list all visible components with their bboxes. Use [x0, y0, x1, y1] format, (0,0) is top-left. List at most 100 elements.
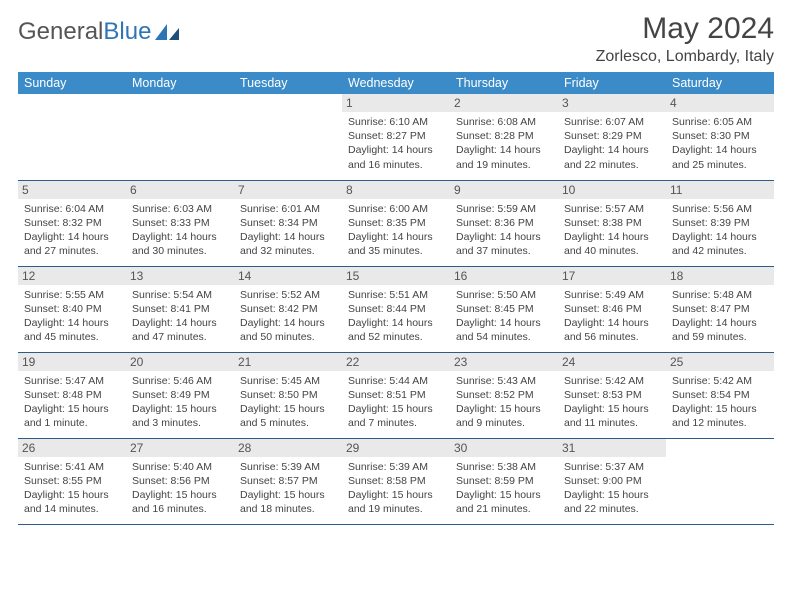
sunrise-text: Sunrise: 6:04 AM [24, 202, 120, 216]
sunset-text: Sunset: 8:50 PM [240, 388, 336, 402]
sunset-text: Sunset: 8:54 PM [672, 388, 768, 402]
daylight-text: Daylight: 14 hours and 27 minutes. [24, 230, 120, 258]
weekday-header: Saturday [666, 72, 774, 94]
sunset-text: Sunset: 8:55 PM [24, 474, 120, 488]
sunrise-text: Sunrise: 5:41 AM [24, 460, 120, 474]
day-info: Sunrise: 5:47 AMSunset: 8:48 PMDaylight:… [24, 374, 120, 431]
sunset-text: Sunset: 8:53 PM [564, 388, 660, 402]
sunrise-text: Sunrise: 5:47 AM [24, 374, 120, 388]
calendar-cell: 28Sunrise: 5:39 AMSunset: 8:57 PMDayligh… [234, 438, 342, 524]
sunset-text: Sunset: 8:33 PM [132, 216, 228, 230]
sunset-text: Sunset: 8:40 PM [24, 302, 120, 316]
sunset-text: Sunset: 8:34 PM [240, 216, 336, 230]
sunrise-text: Sunrise: 5:40 AM [132, 460, 228, 474]
day-info: Sunrise: 6:08 AMSunset: 8:28 PMDaylight:… [456, 115, 552, 172]
sunset-text: Sunset: 8:51 PM [348, 388, 444, 402]
day-info: Sunrise: 5:52 AMSunset: 8:42 PMDaylight:… [240, 288, 336, 345]
daylight-text: Daylight: 15 hours and 18 minutes. [240, 488, 336, 516]
daylight-text: Daylight: 14 hours and 42 minutes. [672, 230, 768, 258]
weekday-header: Wednesday [342, 72, 450, 94]
calendar-cell: 27Sunrise: 5:40 AMSunset: 8:56 PMDayligh… [126, 438, 234, 524]
calendar-cell: 10Sunrise: 5:57 AMSunset: 8:38 PMDayligh… [558, 180, 666, 266]
sunrise-text: Sunrise: 5:48 AM [672, 288, 768, 302]
day-number: 17 [558, 267, 666, 285]
sunset-text: Sunset: 9:00 PM [564, 474, 660, 488]
sunrise-text: Sunrise: 5:52 AM [240, 288, 336, 302]
daylight-text: Daylight: 14 hours and 52 minutes. [348, 316, 444, 344]
calendar-week-row: 26Sunrise: 5:41 AMSunset: 8:55 PMDayligh… [18, 438, 774, 524]
day-info: Sunrise: 5:42 AMSunset: 8:53 PMDaylight:… [564, 374, 660, 431]
calendar-cell [126, 94, 234, 180]
calendar-cell: 3 Sunrise: 6:07 AMSunset: 8:29 PMDaylight… [558, 94, 666, 180]
calendar-cell: 26Sunrise: 5:41 AMSunset: 8:55 PMDayligh… [18, 438, 126, 524]
daylight-text: Daylight: 14 hours and 30 minutes. [132, 230, 228, 258]
calendar-cell [666, 438, 774, 524]
day-info: Sunrise: 5:41 AMSunset: 8:55 PMDaylight:… [24, 460, 120, 517]
day-info: Sunrise: 5:44 AMSunset: 8:51 PMDaylight:… [348, 374, 444, 431]
logo: GeneralBlue [18, 18, 181, 46]
calendar-body: 1Sunrise: 6:10 AMSunset: 8:27 PMDaylight… [18, 94, 774, 524]
day-info: Sunrise: 6:10 AMSunset: 8:27 PMDaylight:… [348, 115, 444, 172]
day-info: Sunrise: 6:03 AMSunset: 8:33 PMDaylight:… [132, 202, 228, 259]
sunset-text: Sunset: 8:46 PM [564, 302, 660, 316]
daylight-text: Daylight: 14 hours and 45 minutes. [24, 316, 120, 344]
sunrise-text: Sunrise: 6:08 AM [456, 115, 552, 129]
sunrise-text: Sunrise: 5:39 AM [240, 460, 336, 474]
sunset-text: Sunset: 8:45 PM [456, 302, 552, 316]
calendar-cell: 12Sunrise: 5:55 AMSunset: 8:40 PMDayligh… [18, 266, 126, 352]
calendar-cell: 29Sunrise: 5:39 AMSunset: 8:58 PMDayligh… [342, 438, 450, 524]
weekday-header: Friday [558, 72, 666, 94]
daylight-text: Daylight: 14 hours and 50 minutes. [240, 316, 336, 344]
daylight-text: Daylight: 15 hours and 12 minutes. [672, 402, 768, 430]
day-info: Sunrise: 5:49 AMSunset: 8:46 PMDaylight:… [564, 288, 660, 345]
daylight-text: Daylight: 15 hours and 9 minutes. [456, 402, 552, 430]
calendar-cell: 2 Sunrise: 6:08 AMSunset: 8:28 PMDaylight… [450, 94, 558, 180]
sunset-text: Sunset: 8:42 PM [240, 302, 336, 316]
sunset-text: Sunset: 8:57 PM [240, 474, 336, 488]
sunrise-text: Sunrise: 5:45 AM [240, 374, 336, 388]
day-number: 27 [126, 439, 234, 457]
sunset-text: Sunset: 8:39 PM [672, 216, 768, 230]
day-info: Sunrise: 5:39 AMSunset: 8:57 PMDaylight:… [240, 460, 336, 517]
sunset-text: Sunset: 8:35 PM [348, 216, 444, 230]
sunrise-text: Sunrise: 6:03 AM [132, 202, 228, 216]
day-number: 4 [666, 94, 774, 112]
sunset-text: Sunset: 8:27 PM [348, 129, 444, 143]
daylight-text: Daylight: 15 hours and 3 minutes. [132, 402, 228, 430]
day-number: 15 [342, 267, 450, 285]
day-number: 2 [450, 94, 558, 112]
calendar-cell: 23Sunrise: 5:43 AMSunset: 8:52 PMDayligh… [450, 352, 558, 438]
daylight-text: Daylight: 14 hours and 47 minutes. [132, 316, 228, 344]
calendar-header-row: SundayMondayTuesdayWednesdayThursdayFrid… [18, 72, 774, 94]
sunset-text: Sunset: 8:41 PM [132, 302, 228, 316]
sunset-text: Sunset: 8:56 PM [132, 474, 228, 488]
sunrise-text: Sunrise: 5:49 AM [564, 288, 660, 302]
calendar-week-row: 1Sunrise: 6:10 AMSunset: 8:27 PMDaylight… [18, 94, 774, 180]
sunrise-text: Sunrise: 6:00 AM [348, 202, 444, 216]
calendar-week-row: 19Sunrise: 5:47 AMSunset: 8:48 PMDayligh… [18, 352, 774, 438]
calendar-cell: 30Sunrise: 5:38 AMSunset: 8:59 PMDayligh… [450, 438, 558, 524]
sunrise-text: Sunrise: 6:07 AM [564, 115, 660, 129]
calendar-cell: 19Sunrise: 5:47 AMSunset: 8:48 PMDayligh… [18, 352, 126, 438]
calendar-cell: 5Sunrise: 6:04 AMSunset: 8:32 PMDaylight… [18, 180, 126, 266]
weekday-header: Sunday [18, 72, 126, 94]
day-info: Sunrise: 6:07 AMSunset: 8:29 PMDaylight:… [564, 115, 660, 172]
day-number: 8 [342, 181, 450, 199]
sunset-text: Sunset: 8:49 PM [132, 388, 228, 402]
calendar-cell: 9Sunrise: 5:59 AMSunset: 8:36 PMDaylight… [450, 180, 558, 266]
day-number: 25 [666, 353, 774, 371]
day-number: 21 [234, 353, 342, 371]
day-number: 7 [234, 181, 342, 199]
day-info: Sunrise: 5:59 AMSunset: 8:36 PMDaylight:… [456, 202, 552, 259]
calendar-cell: 18Sunrise: 5:48 AMSunset: 8:47 PMDayligh… [666, 266, 774, 352]
day-number: 3 [558, 94, 666, 112]
day-info: Sunrise: 5:42 AMSunset: 8:54 PMDaylight:… [672, 374, 768, 431]
day-number: 11 [666, 181, 774, 199]
sunset-text: Sunset: 8:52 PM [456, 388, 552, 402]
calendar-cell: 31Sunrise: 5:37 AMSunset: 9:00 PMDayligh… [558, 438, 666, 524]
sunset-text: Sunset: 8:30 PM [672, 129, 768, 143]
daylight-text: Daylight: 14 hours and 35 minutes. [348, 230, 444, 258]
calendar-cell: 13Sunrise: 5:54 AMSunset: 8:41 PMDayligh… [126, 266, 234, 352]
daylight-text: Daylight: 14 hours and 32 minutes. [240, 230, 336, 258]
header: GeneralBlue May 2024 Zorlesco, Lombardy,… [18, 12, 774, 66]
